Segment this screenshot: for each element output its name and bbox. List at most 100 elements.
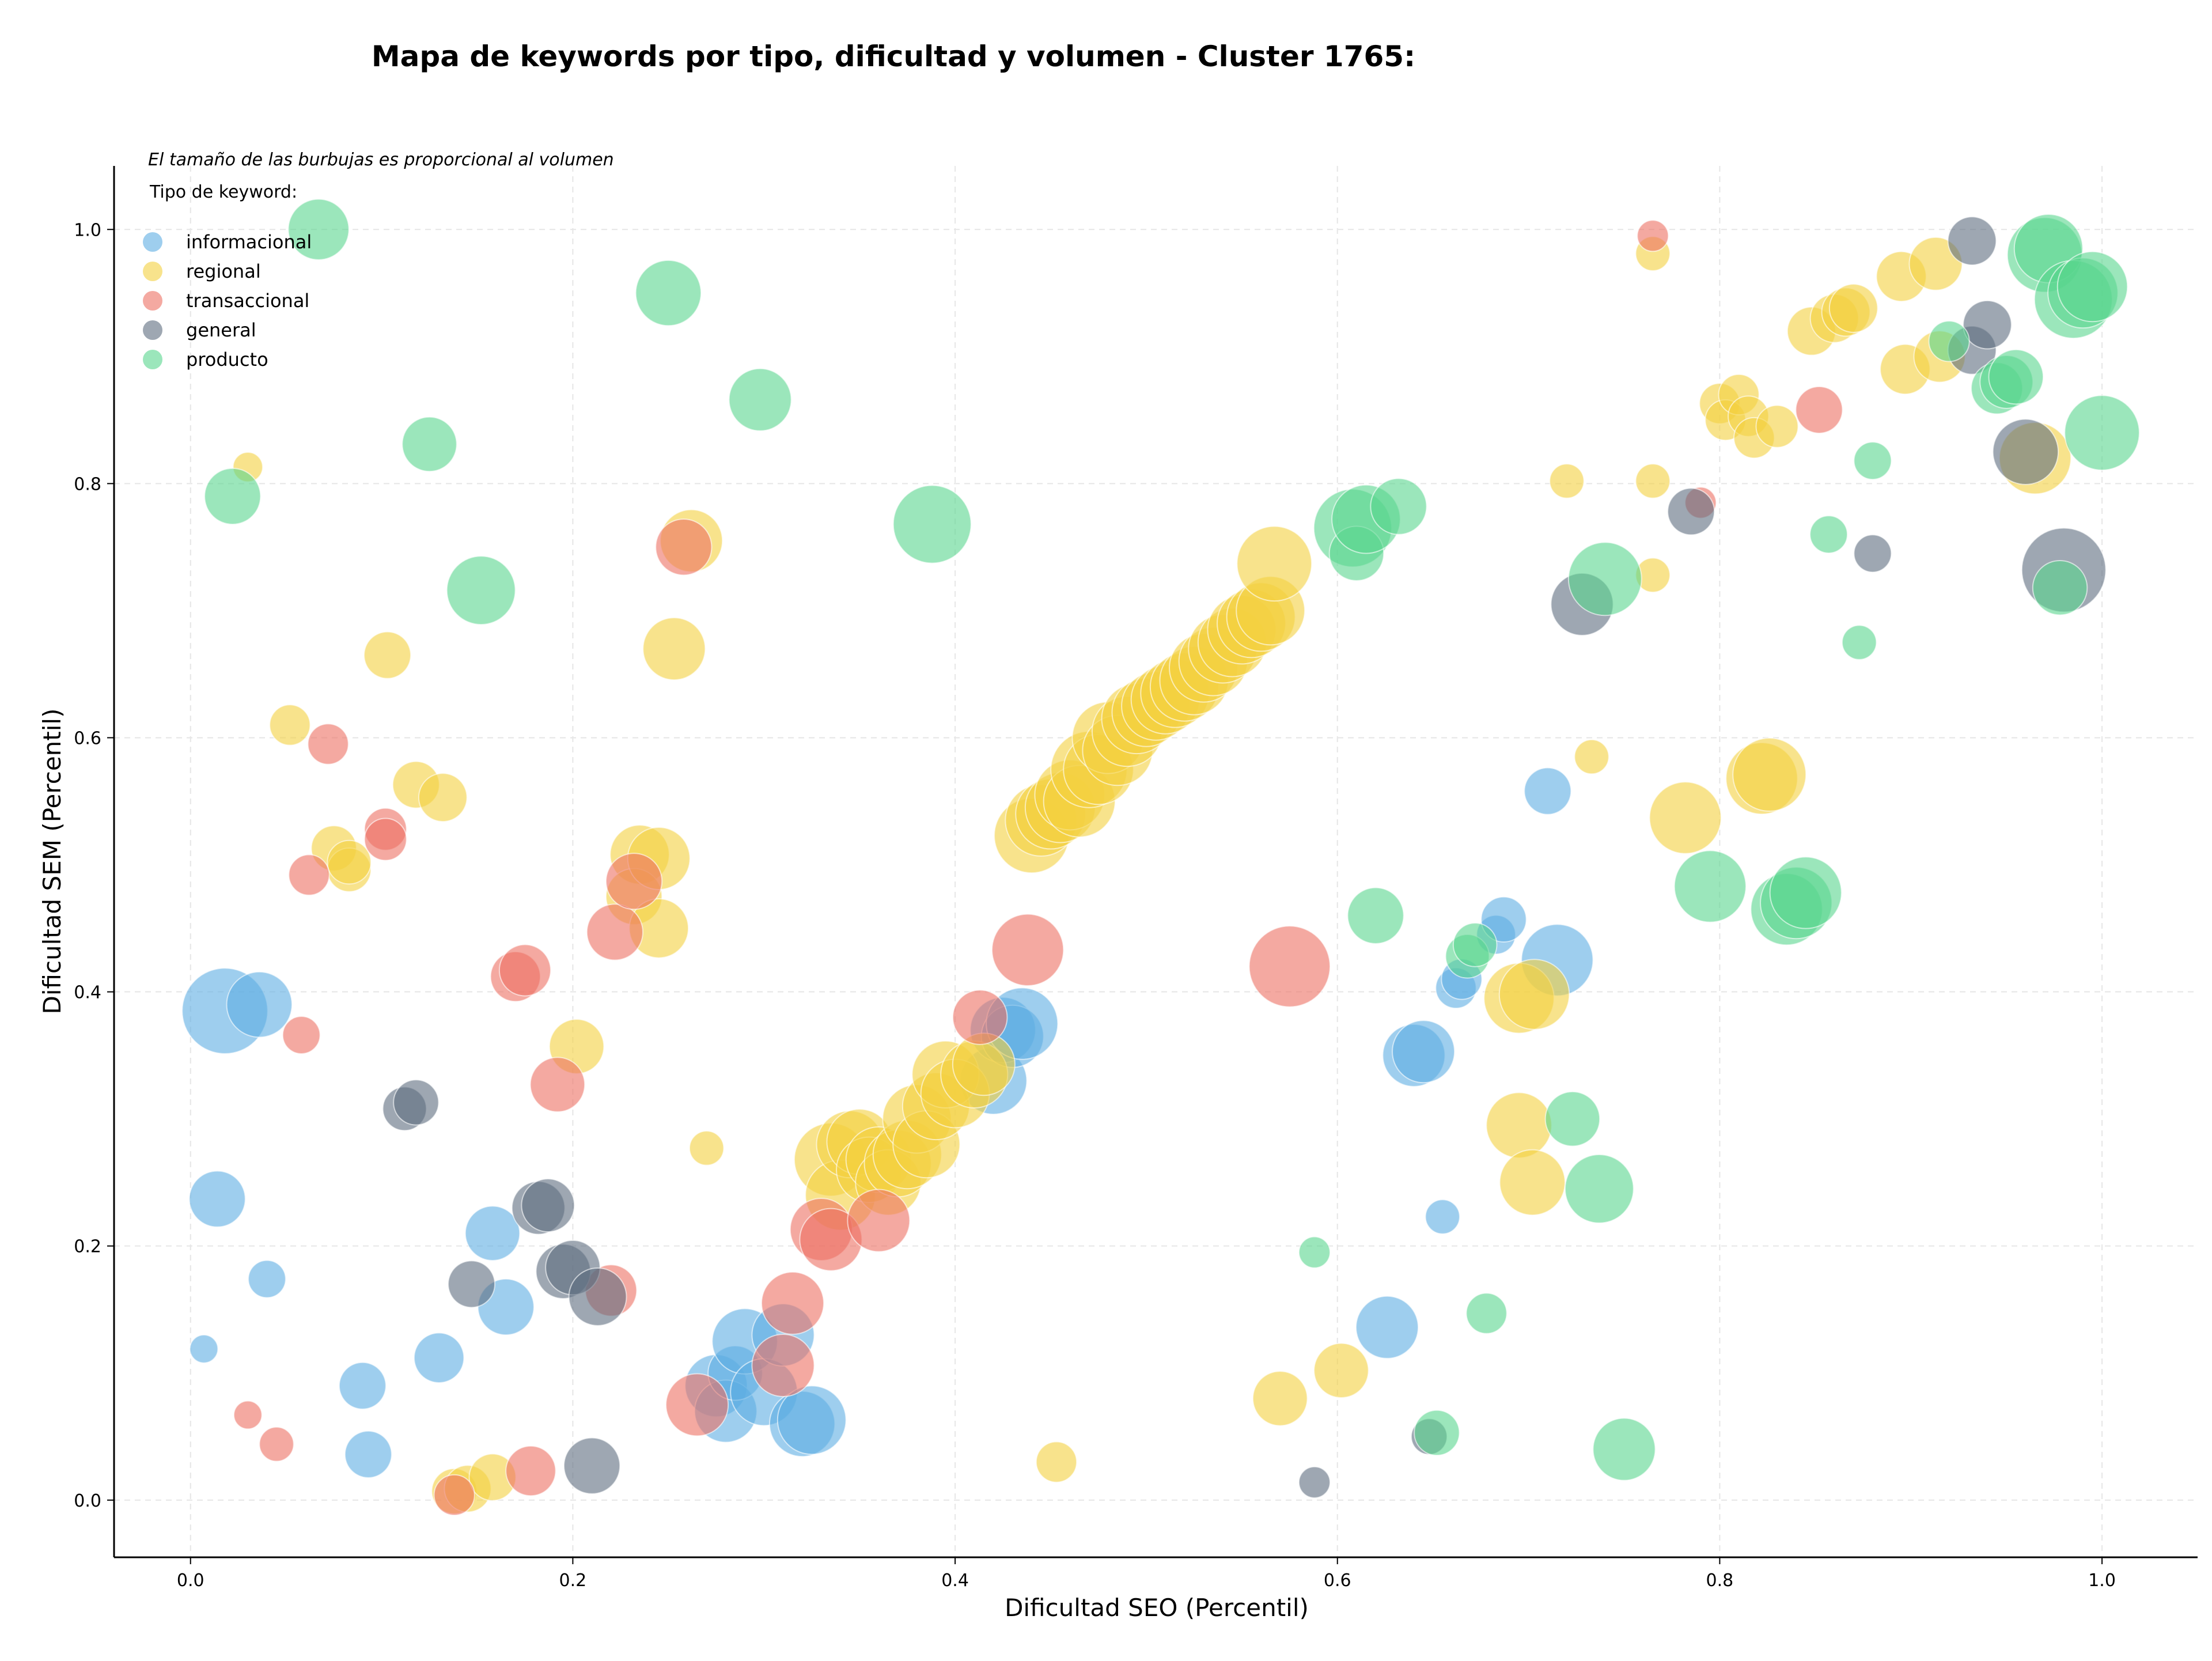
bubble-regional xyxy=(1574,739,1609,775)
bubble-producto xyxy=(1465,1292,1508,1334)
series-producto xyxy=(204,198,2140,1481)
legend-label-regional: regional xyxy=(186,260,261,282)
grid xyxy=(114,166,2198,1557)
bubble-regional xyxy=(1252,1371,1308,1427)
bubble-general xyxy=(521,1178,575,1232)
bubble-transaccional xyxy=(433,1474,475,1516)
y-tick-label: 0.4 xyxy=(74,983,101,1003)
bubble-producto xyxy=(1988,349,2044,405)
bubble-producto xyxy=(1567,542,1642,616)
legend-label-general: general xyxy=(186,319,256,341)
bubble-general xyxy=(568,1267,627,1326)
y-tick-label: 0.8 xyxy=(74,474,101,494)
bubble-producto xyxy=(1673,850,1747,923)
legend-marker-general xyxy=(143,320,162,340)
legend-items: informacional regional transaccional genera… xyxy=(143,231,312,370)
bubble-informacional xyxy=(1392,1020,1456,1084)
bubble-producto xyxy=(1928,320,1970,362)
bubble-transaccional xyxy=(991,913,1065,986)
bubble-transaccional xyxy=(498,944,551,997)
y-tick-label: 0.0 xyxy=(74,1491,101,1511)
x-tick-label: 0.6 xyxy=(1324,1571,1351,1591)
bubble-regional xyxy=(1908,236,1963,291)
x-tick-label: 0.2 xyxy=(559,1571,587,1591)
legend-marker-regional xyxy=(143,262,162,281)
bubble-transaccional xyxy=(505,1445,556,1497)
bubble-regional xyxy=(688,1130,725,1166)
bubble-producto xyxy=(402,416,457,472)
bubble-transaccional xyxy=(605,853,663,910)
bubble-producto xyxy=(446,555,516,626)
bubble-producto xyxy=(1544,1091,1601,1147)
y-tick-label: 0.6 xyxy=(74,728,101,748)
bubble-transaccional xyxy=(952,989,1008,1045)
x-tick-label: 0.4 xyxy=(941,1571,969,1591)
bubble-informacional xyxy=(413,1332,465,1383)
bubble-transaccional xyxy=(233,1400,263,1430)
bubble-producto xyxy=(892,485,972,564)
bubble-regional xyxy=(1649,781,1722,854)
bubble-producto xyxy=(2056,251,2128,323)
bubble-general xyxy=(1667,487,1715,536)
bubble-transaccional xyxy=(288,854,330,896)
bubble-producto xyxy=(204,467,262,525)
bubble-transaccional xyxy=(665,1373,729,1437)
bubble-transaccional xyxy=(259,1427,294,1462)
legend-label-informacional: informacional xyxy=(186,231,312,253)
bubble-producto xyxy=(1841,625,1877,660)
bubble-transaccional xyxy=(1637,220,1669,252)
bubble-transaccional xyxy=(761,1271,825,1335)
bubble-informacional xyxy=(226,971,293,1038)
bubble-transaccional xyxy=(1248,925,1331,1008)
bubble-regional xyxy=(1755,404,1799,448)
bubble-producto xyxy=(1347,887,1404,944)
legend-title: Tipo de keyword: xyxy=(149,182,297,202)
bubble-producto xyxy=(635,259,702,327)
y-axis-label: Dificultad SEM (Percentil) xyxy=(38,709,66,1015)
bubble-informacional xyxy=(344,1430,392,1478)
bubble-regional xyxy=(1498,959,1570,1030)
bubble-general xyxy=(1963,300,2012,350)
bubble-general xyxy=(393,1079,440,1126)
bubble-transaccional xyxy=(529,1057,586,1113)
bubble-regional xyxy=(642,617,706,681)
bubble-size-note: El tamaño de las burbujas es proporciona… xyxy=(148,150,614,170)
bubble-producto xyxy=(2064,395,2140,471)
legend-marker-informacional xyxy=(143,232,162,252)
bubble-producto xyxy=(2032,559,2088,616)
bubble-informacional xyxy=(1524,767,1572,815)
bubble-informacional xyxy=(189,1334,219,1364)
legend-label-producto: producto xyxy=(186,349,268,370)
bubble-informacional xyxy=(338,1361,387,1410)
bubble-regional xyxy=(1313,1342,1369,1399)
bubble-general xyxy=(1298,1466,1331,1499)
bubble-producto xyxy=(728,368,792,432)
bubble-regional xyxy=(1828,283,1878,333)
bubble-informacional xyxy=(248,1259,286,1299)
bubble-transaccional xyxy=(282,1016,321,1054)
bubble-regional xyxy=(1035,1441,1078,1483)
bubble-general xyxy=(448,1260,496,1308)
x-axis-label: Dificultad SEO (Percentil) xyxy=(1005,1594,1309,1622)
bubble-regional xyxy=(1236,525,1313,602)
bubble-producto xyxy=(287,198,350,260)
bubble-regional xyxy=(1486,1092,1552,1159)
bubble-informacional xyxy=(1355,1295,1419,1359)
bubble-regional xyxy=(418,773,468,822)
y-tick-label: 1.0 xyxy=(74,220,101,240)
bubble-transaccional xyxy=(847,1189,911,1253)
x-tick-label: 0.8 xyxy=(1706,1571,1734,1591)
bubble-informacional xyxy=(188,1170,246,1228)
legend-label-transaccional: transaccional xyxy=(186,290,309,312)
bubble-transaccional xyxy=(1795,385,1843,434)
bubble-general xyxy=(1947,216,1997,266)
bubble-general xyxy=(1853,534,1892,573)
ticks: 0.0 0.2 0.4 0.6 0.8 1.0 0.0 0.2 0.4 0.6 0.8 1.0 xyxy=(74,220,2116,1591)
bubble-informacional xyxy=(1480,896,1527,943)
bubble-general xyxy=(563,1437,621,1494)
bubble-transaccional xyxy=(586,903,644,961)
bubble-regional xyxy=(269,704,311,746)
bubble-informacional xyxy=(464,1205,521,1261)
chart-title: Mapa de keywords por tipo, dificultad y … xyxy=(372,40,1415,73)
